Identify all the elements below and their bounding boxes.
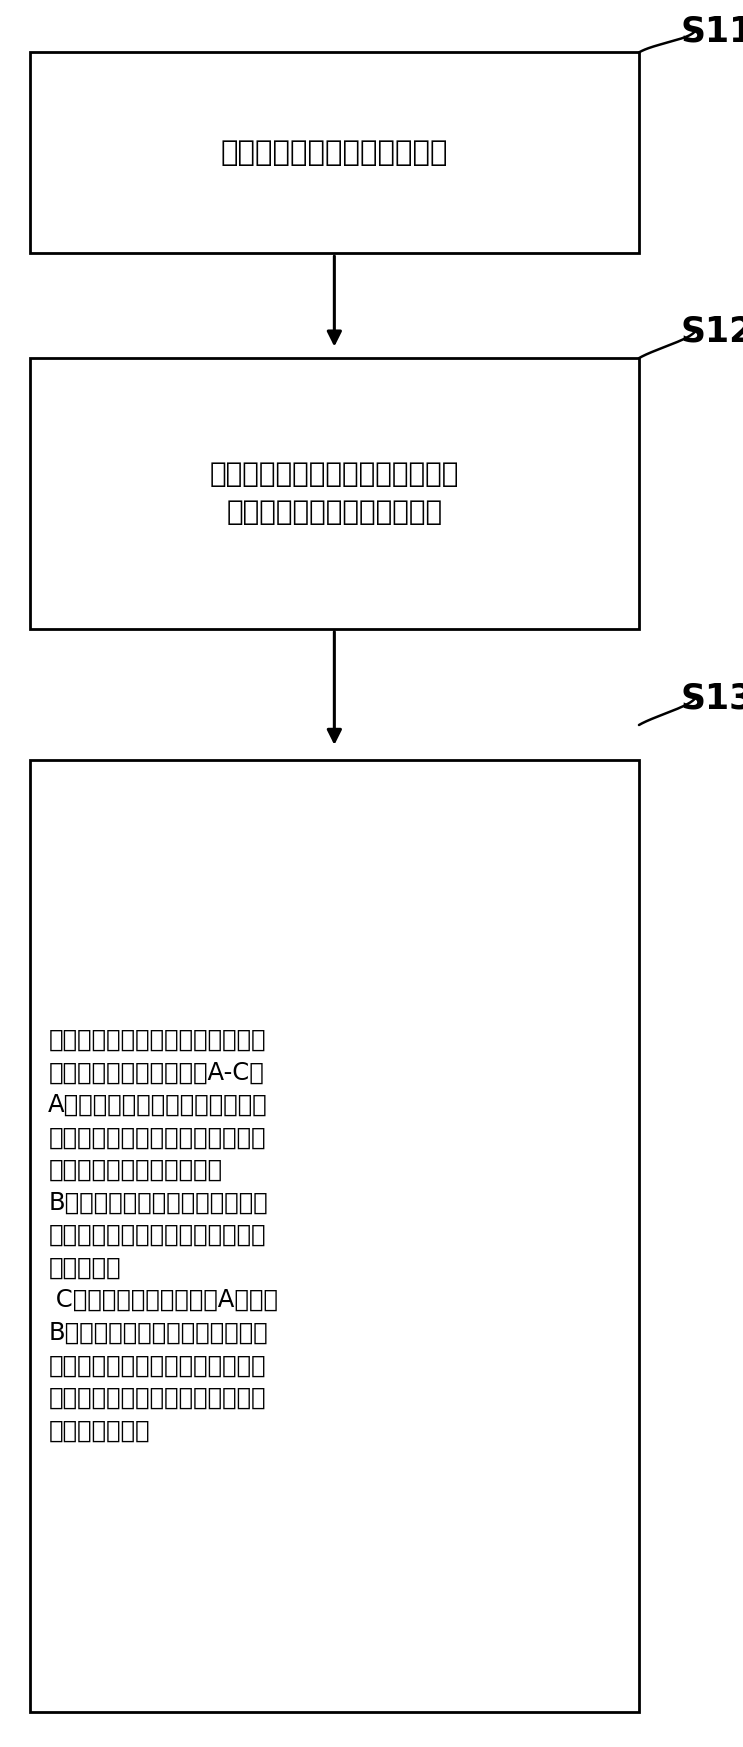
Text: 按区块高度从小到大的顺序将主链
高度集合切分为若干个子集合: 按区块高度从小到大的顺序将主链 高度集合切分为若干个子集合 xyxy=(210,459,459,526)
Text: S12: S12 xyxy=(681,314,743,349)
Text: S13: S13 xyxy=(681,681,743,716)
Text: S11: S11 xyxy=(681,14,743,49)
Text: 向主链节点发送第一请求信息: 向主链节点发送第一请求信息 xyxy=(221,138,448,168)
Bar xyxy=(30,760,639,1712)
Bar xyxy=(30,52,639,253)
Text: 按照区块高度从小到大的顺序依次
对各子集合同步执行步骤A-C：
A、向主链节点下载当前子集合中
各第一主链区块高度对应的各第一
主链区块的第一数据集合；
B、向: 按照区块高度从小到大的顺序依次 对各子集合同步执行步骤A-C： A、向主链节点下… xyxy=(48,1027,278,1443)
Bar xyxy=(30,358,639,629)
